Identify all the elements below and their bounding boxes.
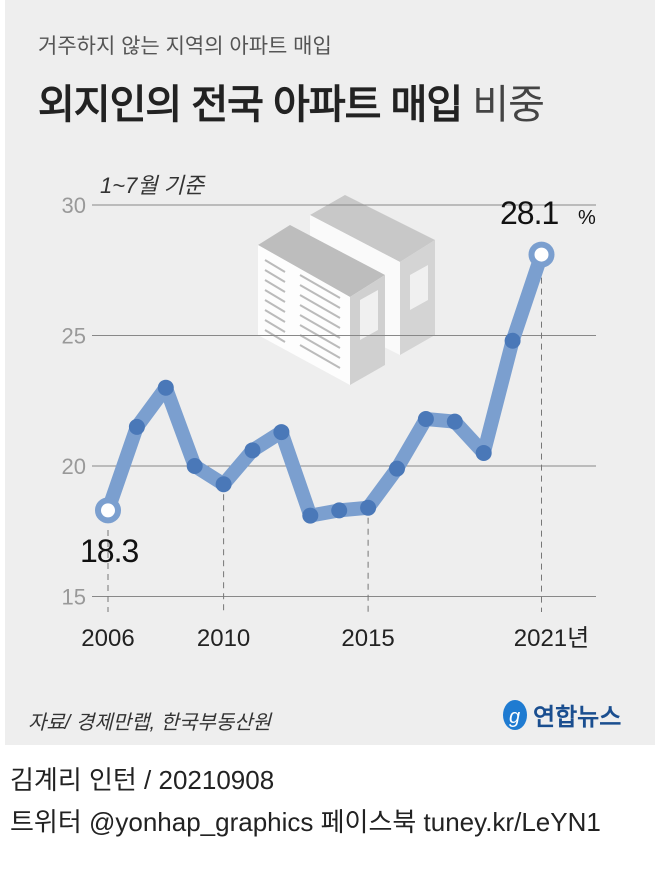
line-chart: 15 20 25 30 2006 2010 2015 2021년 18.3 28.1% [62, 193, 596, 652]
window-row [264, 259, 286, 273]
window-row [264, 279, 286, 293]
subtitle: 거주하지 않는 지역의 아파트 매입 [38, 35, 332, 58]
data-point [215, 476, 232, 493]
window-row [299, 284, 341, 309]
series-line [101, 247, 549, 523]
window-row [299, 344, 341, 369]
y-tick-label: 20 [62, 454, 86, 479]
window-row [299, 334, 341, 359]
social-links: 트위터 @yonhap_graphics 페이스북 tuney.kr/LeYN1 [10, 807, 601, 837]
svg-text:g: g [509, 706, 520, 728]
page-title: 외지인의 전국 아파트 매입 비중 [38, 72, 545, 130]
data-point [504, 332, 521, 349]
yonhap-logo: g 연합뉴스 [500, 697, 621, 732]
apartment-building-illustration [258, 195, 435, 385]
window-row [299, 314, 341, 339]
data-point [417, 411, 434, 428]
window-row [264, 319, 286, 333]
data-point [446, 413, 463, 430]
source-note: 자료/ 경제만랩, 한국부동산원 [28, 712, 272, 734]
data-point-endpoint [95, 497, 121, 524]
data-point [186, 458, 203, 474]
chart-note: 1~7월 기준 [100, 173, 205, 198]
end-value-unit: % [578, 207, 596, 229]
data-point [389, 460, 405, 477]
data-point [475, 444, 492, 461]
window-row [299, 294, 341, 319]
yonhap-logo-icon: g [503, 699, 527, 730]
window-row [264, 269, 286, 283]
end-value-label: 28.1 [500, 195, 558, 231]
window-row [299, 274, 341, 299]
data-point [244, 442, 261, 459]
data-point [360, 499, 377, 516]
logo-text: 연합뉴스 [533, 704, 622, 731]
data-point [302, 507, 319, 524]
x-tick-label: 2021년 [514, 625, 589, 652]
x-tick-label: 2006 [81, 625, 134, 652]
title-bold: 외지인의 전국 아파트 매입 [38, 83, 463, 127]
credit-line: 김계리 인턴 / 20210908 [10, 765, 275, 795]
data-point [157, 379, 174, 396]
data-point-endpoint [528, 241, 555, 268]
x-tick-label: 2010 [197, 625, 250, 652]
window-row [264, 289, 286, 303]
window-row [264, 299, 286, 313]
data-point [273, 424, 290, 441]
start-value-label: 18.3 [80, 533, 138, 569]
data-point [331, 502, 348, 519]
window-row [299, 324, 341, 349]
y-tick-label: 25 [62, 324, 86, 349]
y-tick-label: 15 [62, 585, 86, 610]
window-row [299, 304, 341, 329]
data-point [128, 418, 145, 435]
title-light: 비중 [472, 83, 545, 127]
x-tick-label: 2015 [341, 625, 394, 652]
window-row [264, 309, 286, 323]
y-tick-label: 30 [62, 193, 86, 218]
